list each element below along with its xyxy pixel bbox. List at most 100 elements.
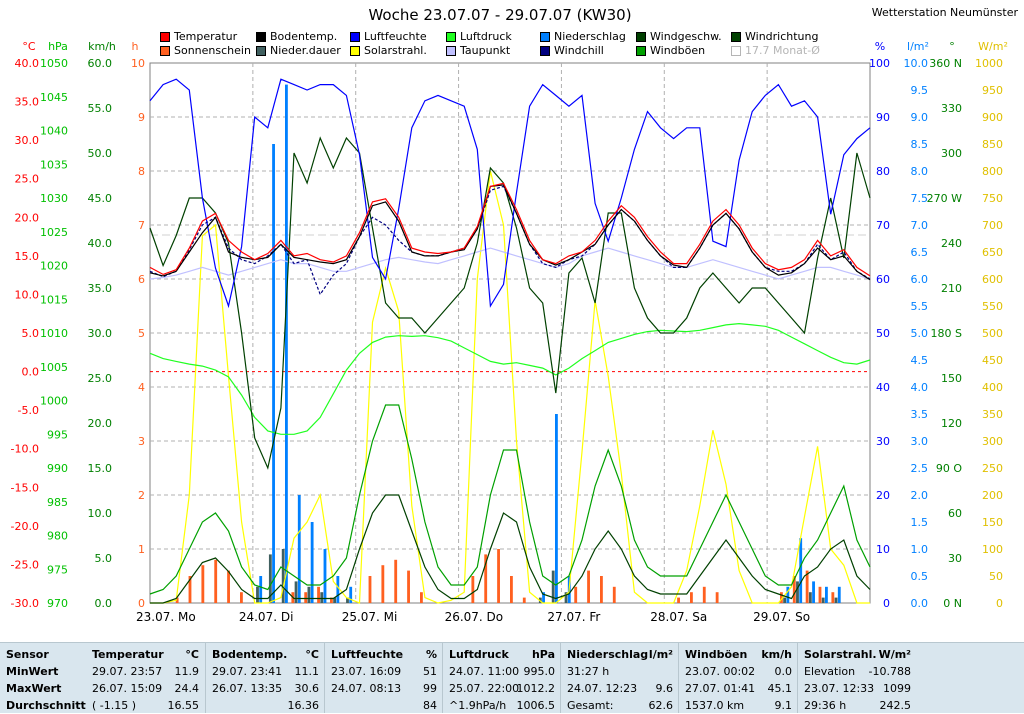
legend-label: Solarstrahl.: [364, 44, 427, 57]
legend-label: Temperatur: [174, 30, 238, 43]
stats-cell-right: -10.788: [868, 665, 911, 678]
legend-label: Windchill: [554, 44, 604, 57]
bar-niederschlag: [837, 586, 841, 603]
chart-legend: Temperatur Sonnenschein Bodentemp. Nieder.d…: [160, 30, 820, 60]
bar-sonnenschein: [702, 586, 706, 603]
legend-label: Taupunkt: [460, 44, 511, 57]
stats-cell-left: Solarstrahl.: [804, 648, 877, 661]
stats-cell-left: Temperatur: [92, 648, 164, 661]
legend-label: Windböen: [650, 44, 706, 57]
axis-tick-temp: 10.0: [15, 288, 40, 301]
axis-tick-humidity: 20: [876, 489, 890, 502]
axis-tick-rain: 5.0: [911, 327, 929, 340]
axis-tick-sun: 4: [138, 381, 145, 394]
stats-cell: ( -1.15 ) 16.55: [86, 697, 205, 714]
stats-cell: 26.07. 15:09 24.4: [86, 680, 205, 697]
legend-swatch: [636, 46, 646, 56]
axis-tick-sun: 0: [138, 597, 145, 610]
axis-tick-solar: 450: [982, 354, 1003, 367]
bar-sonnenschein: [240, 592, 243, 603]
stats-col-header: Temperatur °C: [86, 646, 205, 663]
stats-column: Niederschlag l/m² 31:27 h 24.07. 12:23 9.6 Ge…: [560, 643, 679, 713]
bar-sonnenschein: [715, 592, 719, 603]
stats-cell-left: 26.07. 15:09: [92, 682, 163, 695]
stats-cell-right: 45.1: [767, 682, 793, 695]
stats-cell-right: °C: [305, 648, 319, 661]
series-line-windben: [149, 404, 871, 595]
stats-cell-left: 23.07. 12:33: [804, 682, 875, 695]
stats-cell-right: 1006.5: [516, 699, 556, 712]
bar-sonnenschein: [304, 592, 308, 603]
axis-tick-pressure: 1000: [40, 395, 68, 408]
legend-label: Nieder.dauer: [270, 44, 341, 57]
stats-cell: 23.07. 16:09 51: [325, 663, 443, 680]
stats-cell: 16.36: [206, 697, 325, 714]
bar-sonnenschein: [587, 570, 590, 603]
series-line-luftfeuchte: [149, 78, 871, 309]
legend-label: 17.7 Monat-Ø: [745, 44, 820, 57]
bar-niederschlag: [310, 522, 314, 603]
legend-item: Windchill: [540, 44, 604, 58]
axis-tick-direction: 180 S: [931, 327, 962, 340]
axis-tick-direction: 30: [948, 552, 962, 565]
legend-item: 17.7 Monat-Ø: [731, 44, 820, 58]
legend-item: Luftdruck: [446, 30, 512, 44]
axis-tick-solar: 950: [982, 84, 1003, 97]
bar-sonnenschein: [484, 554, 488, 603]
bar-sonnenschein: [201, 565, 205, 603]
axis-tick-pressure: 990: [47, 462, 68, 475]
stats-cell-left: 29.07. 23:57: [92, 665, 163, 678]
legend-item: Bodentemp.: [256, 30, 337, 44]
axis-unit-sun: h: [132, 40, 139, 53]
axis-tick-rain: 1.0: [911, 543, 929, 556]
stats-cell-right: 11.9: [174, 665, 200, 678]
legend-item: Sonnenschein: [160, 44, 251, 58]
bar-sonnenschein: [497, 549, 500, 603]
axis-tick-direction: 60: [948, 507, 962, 520]
axis-tick-sun: 7: [138, 219, 145, 232]
bar-niederdauer: [320, 592, 324, 603]
bar-niederdauer: [346, 597, 349, 603]
legend-item: Luftfeuchte: [350, 30, 427, 44]
axis-tick-solar: 800: [982, 165, 1003, 178]
axis-tick-temp: -15.0: [11, 481, 39, 494]
axis-tick-humidity: 100: [869, 57, 890, 70]
bar-sonnenschein: [574, 586, 578, 603]
stats-cell-right: 995.0: [523, 665, 556, 678]
axis-unit-direction: °: [949, 40, 955, 53]
axis-tick-solar: 1000: [975, 57, 1003, 70]
axis-tick-temp: 25.0: [15, 173, 40, 186]
axis-tick-solar: 900: [982, 111, 1003, 124]
stats-cell-left: 24.07. 08:13: [331, 682, 402, 695]
bar-niederschlag: [336, 576, 340, 603]
axis-tick-solar: 700: [982, 219, 1003, 232]
bar-niederschlag: [272, 144, 275, 603]
axis-tick-solar: 850: [982, 138, 1003, 151]
series-line-windrichtung: [149, 136, 871, 470]
legend-item: Solarstrahl.: [350, 44, 427, 58]
axis-tick-pressure: 980: [47, 530, 68, 543]
legend-label: Luftdruck: [460, 30, 512, 43]
legend-label: Niederschlag: [554, 30, 626, 43]
stats-column: Bodentemp. °C 29.07. 23:41 11.1 26.07. 13:35…: [205, 643, 325, 713]
bar-sonnenschein: [600, 576, 603, 603]
axis-tick-pressure: 1045: [40, 91, 68, 104]
axis-tick-solar: 250: [982, 462, 1003, 475]
stats-cell: 84: [325, 697, 443, 714]
axis-tick-humidity: 80: [876, 165, 890, 178]
bar-niederdauer: [796, 581, 799, 603]
stats-cell-left: ( -1.15 ): [92, 699, 137, 712]
bar-niederdauer: [808, 592, 812, 603]
axis-tick-humidity: 30: [876, 435, 890, 448]
axis-tick-pressure: 1050: [40, 57, 68, 70]
stats-column: Luftfeuchte% 23.07. 16:09 51 24.07. 08:13 99…: [324, 643, 443, 713]
axis-tick-pressure: 1025: [40, 226, 68, 239]
stats-cell: 26.07. 13:35 30.6: [206, 680, 325, 697]
stats-cell-right: 1012.2: [516, 682, 556, 695]
axis-tick-temp: -10.0: [11, 443, 39, 456]
axis-tick-sun: 5: [138, 327, 145, 340]
axis-tick-pressure: 975: [47, 563, 68, 576]
stats-cell-right: 30.6: [294, 682, 320, 695]
axis-tick-solar: 0: [996, 597, 1003, 610]
stats-cell-right: 9.6: [655, 682, 674, 695]
